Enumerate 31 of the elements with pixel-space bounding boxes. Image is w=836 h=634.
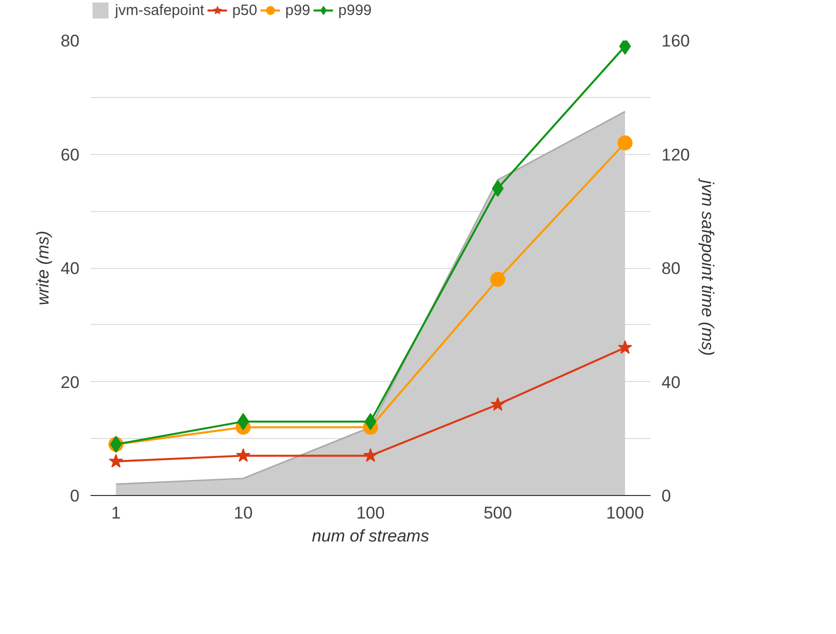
point [618,135,633,150]
point [108,454,124,468]
legend-label: jvm-safepoint [115,2,204,18]
y-axis-title: write (ms) [34,230,53,306]
point [490,397,505,411]
y2-tick-label: 0 [662,486,671,506]
point [363,448,378,462]
x-tick-label: 100 [356,504,385,522]
y-tick-label: 20 [60,372,80,392]
point [490,272,506,287]
point [618,340,632,354]
y2-tick-label: 160 [662,32,690,50]
y-tick-label: 0 [70,486,80,506]
legend-label: p999 [338,2,372,18]
x-axis-title: num of streams [312,526,430,546]
y2-axis-title: jvm safepoint time (ms) [698,178,717,356]
point [236,448,250,462]
y-tick-label: 60 [60,145,80,164]
legend-label: p50 [232,2,258,18]
x-tick-label: 1000 [606,504,644,522]
x-tick-label: 10 [234,504,253,522]
point [492,180,504,197]
y2-tick-label: 40 [662,372,680,392]
x-tick-label: 500 [484,504,512,522]
point [237,413,250,430]
y-tick-label: 80 [60,32,80,50]
y2-tick-label: 120 [662,145,690,164]
y2-tick-label: 80 [662,259,680,278]
legend-label: p99 [285,2,310,18]
y-tick-label: 40 [60,259,80,278]
x-tick-label: 1 [111,504,121,522]
